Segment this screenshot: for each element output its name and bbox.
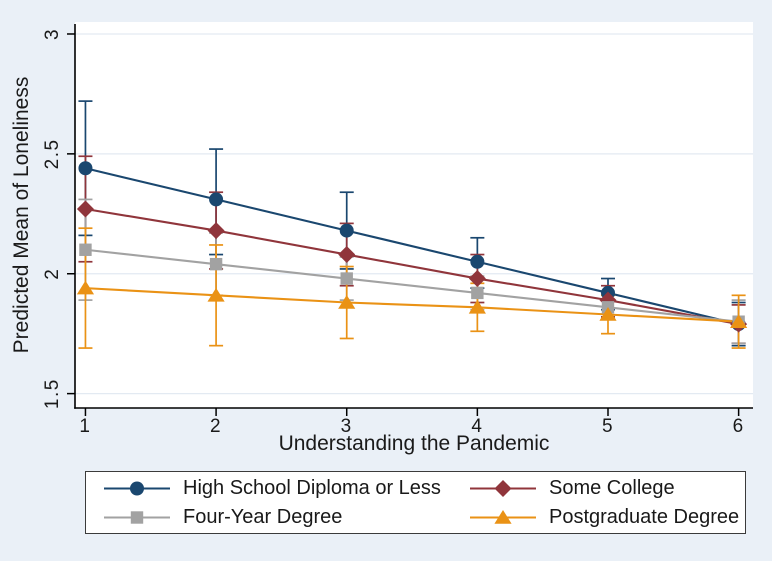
legend-swatch-triangle-icon xyxy=(470,508,536,527)
marker-diamond xyxy=(207,222,225,240)
legend-swatch-svg xyxy=(470,479,536,497)
x-tick-label: 1 xyxy=(79,416,91,437)
legend-label: Four-Year Degree xyxy=(183,505,343,528)
marker-square xyxy=(130,510,144,524)
marker-circle xyxy=(209,192,224,207)
chart-generated-layer: 1.5 2 2.5 3 1 2 3 4 5 6 xyxy=(42,22,753,437)
y-tick-label: 2.5 xyxy=(42,138,63,169)
x-tick-label: 4 xyxy=(471,416,483,437)
legend-entry-postgraduate-degree: Postgraduate Degree xyxy=(470,504,745,530)
legend-swatch-svg xyxy=(104,481,170,495)
marker-circle xyxy=(130,481,144,495)
legend-swatch-diamond-icon xyxy=(470,479,536,498)
marker-triangle xyxy=(207,287,225,302)
marker-triangle xyxy=(494,509,512,524)
series-line-four-year-degree xyxy=(85,248,739,323)
marker-diamond xyxy=(494,479,512,497)
marker-square xyxy=(471,286,484,300)
series-line-postgraduate-degree xyxy=(85,287,739,323)
x-tick-label: 2 xyxy=(210,416,222,437)
x-axis-title: Understanding the Pandemic xyxy=(279,432,550,455)
legend-swatch-circle-icon xyxy=(104,479,170,498)
marker-diamond xyxy=(468,270,486,288)
legend-swatch-svg xyxy=(104,510,170,524)
marker-triangle xyxy=(730,314,748,328)
y-tick-label: 3 xyxy=(42,28,63,40)
y-tick-label: 1.5 xyxy=(42,378,63,409)
series-line-high-school-diploma-or-less xyxy=(85,167,739,326)
y-axis-title: Predicted Mean of Loneliness xyxy=(10,77,33,354)
legend-entry-some-college: Some College xyxy=(470,475,745,501)
legend-swatch-svg xyxy=(470,509,536,524)
legend-entry-four-year-degree: Four-Year Degree xyxy=(104,504,470,530)
markers-postgraduate-degree xyxy=(76,280,748,328)
x-tick-label: 6 xyxy=(733,416,745,437)
marker-square xyxy=(79,243,92,256)
plot-area xyxy=(75,22,753,408)
marker-circle xyxy=(470,254,485,269)
marker-circle xyxy=(78,161,93,176)
marker-triangle xyxy=(599,306,617,321)
y-tick-label: 2 xyxy=(42,268,63,280)
marker-triangle xyxy=(468,299,486,314)
marker-diamond xyxy=(338,246,356,264)
marker-circle xyxy=(339,223,354,238)
marker-square xyxy=(209,257,223,271)
marker-triangle xyxy=(338,295,356,309)
marker-triangle xyxy=(76,280,95,295)
x-tick-label: 3 xyxy=(341,416,353,437)
legend-swatch-square-icon xyxy=(104,508,170,527)
x-tick-label: 5 xyxy=(602,416,614,437)
legend: High School Diploma or Less Some College… xyxy=(85,471,746,534)
series-line-some-college xyxy=(85,207,739,326)
marker-diamond xyxy=(76,200,94,218)
legend-label: Postgraduate Degree xyxy=(549,505,740,528)
marker-square xyxy=(340,272,353,285)
legend-entry-high-school-diploma-or-less: High School Diploma or Less xyxy=(104,475,470,501)
legend-label: Some College xyxy=(549,476,675,499)
legend-label: High School Diploma or Less xyxy=(183,476,441,499)
